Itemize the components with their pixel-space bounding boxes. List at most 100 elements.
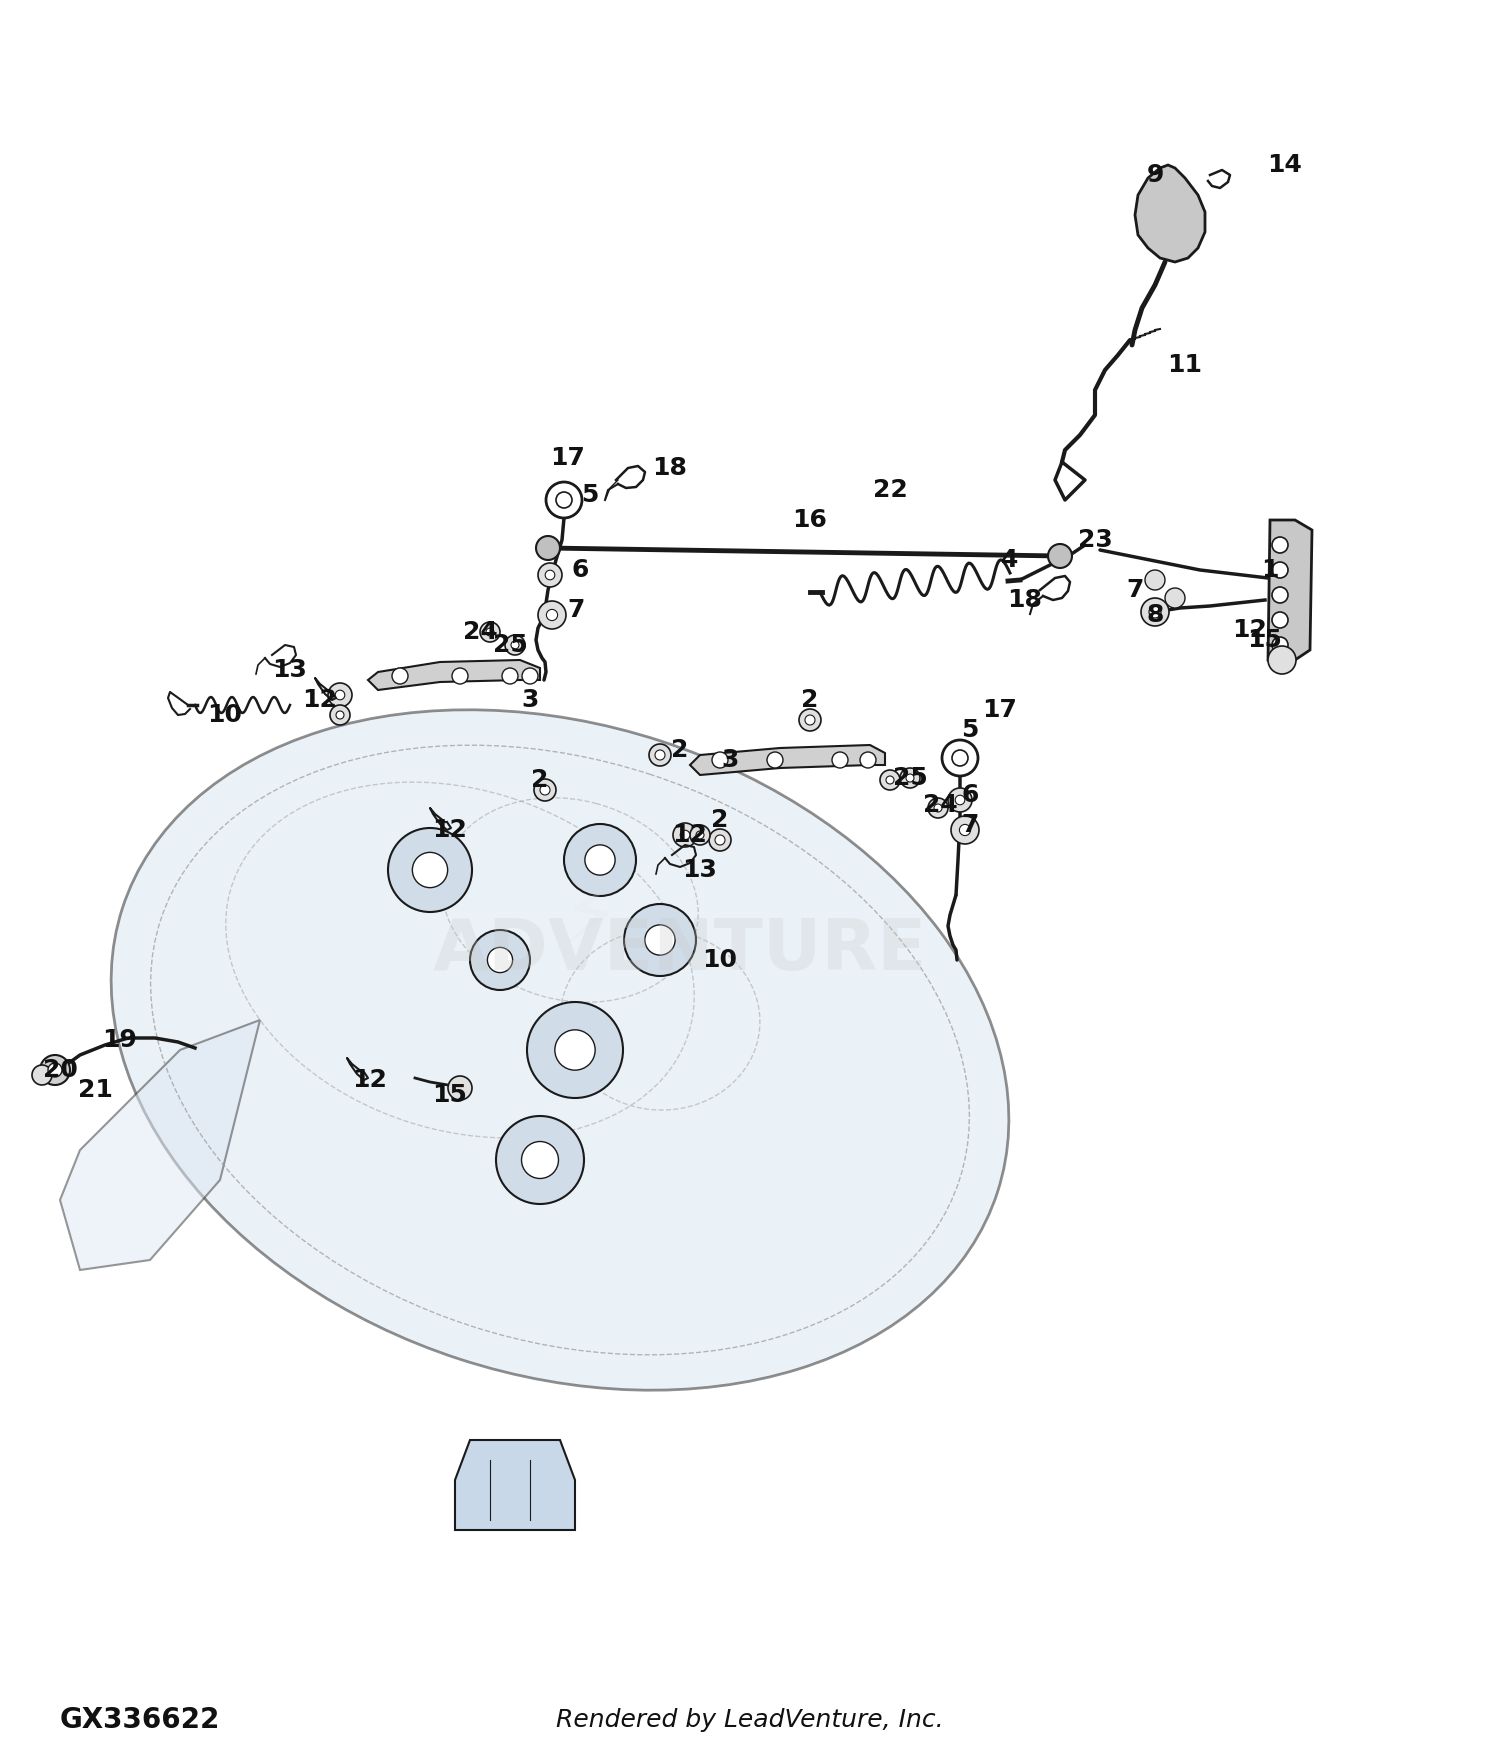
Circle shape	[40, 1055, 70, 1085]
Ellipse shape	[111, 710, 1010, 1390]
Circle shape	[538, 600, 566, 628]
Circle shape	[1144, 570, 1166, 590]
Text: 2: 2	[531, 768, 549, 793]
Text: 7: 7	[962, 814, 978, 836]
Text: 10: 10	[702, 949, 738, 971]
Circle shape	[536, 536, 560, 560]
Circle shape	[506, 635, 525, 654]
Circle shape	[522, 668, 538, 684]
Text: 18: 18	[1008, 588, 1042, 612]
Text: 17: 17	[982, 698, 1017, 723]
Circle shape	[674, 822, 698, 847]
Circle shape	[538, 564, 562, 586]
Circle shape	[1272, 562, 1288, 578]
Circle shape	[712, 752, 728, 768]
Circle shape	[585, 845, 615, 875]
Text: 12: 12	[303, 688, 338, 712]
Circle shape	[470, 929, 530, 990]
Text: 13: 13	[682, 858, 717, 882]
Circle shape	[951, 816, 980, 843]
Circle shape	[624, 905, 696, 976]
Circle shape	[956, 794, 964, 805]
Circle shape	[540, 786, 550, 794]
Polygon shape	[690, 746, 885, 775]
Circle shape	[336, 710, 344, 719]
Circle shape	[886, 775, 894, 784]
Text: 12: 12	[432, 817, 468, 842]
Circle shape	[952, 751, 968, 766]
Text: 5: 5	[582, 483, 598, 508]
Circle shape	[716, 835, 724, 845]
Circle shape	[388, 828, 472, 912]
Text: 6: 6	[962, 782, 978, 807]
Circle shape	[480, 621, 500, 642]
Circle shape	[1149, 606, 1161, 618]
Text: ADVENTURE: ADVENTURE	[432, 915, 927, 985]
Text: 1: 1	[1262, 558, 1278, 583]
Circle shape	[1272, 586, 1288, 604]
Circle shape	[710, 830, 730, 850]
Text: 7: 7	[567, 598, 585, 621]
Circle shape	[522, 1141, 558, 1178]
Circle shape	[413, 852, 447, 887]
Circle shape	[696, 831, 703, 838]
Text: 8: 8	[1146, 604, 1164, 626]
Polygon shape	[1136, 164, 1204, 262]
Circle shape	[928, 798, 948, 817]
Text: 22: 22	[873, 478, 907, 502]
Circle shape	[1272, 637, 1288, 653]
Circle shape	[32, 1066, 53, 1085]
Circle shape	[503, 668, 518, 684]
Circle shape	[546, 609, 558, 621]
Circle shape	[392, 668, 408, 684]
Circle shape	[334, 690, 345, 700]
Text: 12: 12	[352, 1068, 387, 1092]
Circle shape	[546, 481, 582, 518]
Circle shape	[645, 926, 675, 956]
Text: 14: 14	[1268, 152, 1302, 177]
Text: Rendered by LeadVenture, Inc.: Rendered by LeadVenture, Inc.	[556, 1708, 944, 1732]
Circle shape	[1166, 588, 1185, 607]
Circle shape	[934, 803, 942, 812]
Circle shape	[544, 570, 555, 579]
Text: 4: 4	[1002, 548, 1019, 572]
Text: GX336622: GX336622	[60, 1706, 220, 1734]
Circle shape	[766, 752, 783, 768]
Circle shape	[859, 752, 876, 768]
Circle shape	[800, 709, 820, 731]
Circle shape	[1272, 537, 1288, 553]
Circle shape	[656, 751, 664, 760]
Text: 5: 5	[962, 718, 978, 742]
Circle shape	[496, 1116, 584, 1204]
Circle shape	[1272, 612, 1288, 628]
Text: 20: 20	[42, 1059, 78, 1082]
Circle shape	[690, 824, 709, 845]
Text: 13: 13	[273, 658, 308, 682]
Text: 24: 24	[462, 620, 498, 644]
Text: 3: 3	[722, 747, 738, 772]
Circle shape	[486, 628, 494, 635]
Text: 23: 23	[1077, 528, 1113, 551]
Text: 16: 16	[792, 507, 828, 532]
Text: 15: 15	[432, 1083, 468, 1108]
Circle shape	[328, 682, 352, 707]
Text: 11: 11	[1167, 354, 1203, 376]
Text: 12: 12	[1233, 618, 1268, 642]
Circle shape	[942, 740, 978, 775]
Text: 18: 18	[652, 457, 687, 480]
Circle shape	[948, 788, 972, 812]
Circle shape	[555, 1029, 596, 1071]
Text: 2: 2	[711, 808, 729, 831]
Polygon shape	[60, 1020, 260, 1270]
Circle shape	[833, 752, 848, 768]
Text: 17: 17	[550, 446, 585, 471]
Circle shape	[452, 668, 468, 684]
Text: ⚡: ⚡	[561, 880, 620, 961]
Polygon shape	[1268, 520, 1312, 660]
Text: 15: 15	[1248, 628, 1282, 653]
Text: 24: 24	[922, 793, 957, 817]
Circle shape	[48, 1062, 62, 1076]
Circle shape	[564, 824, 636, 896]
Circle shape	[680, 830, 690, 840]
Polygon shape	[454, 1440, 574, 1530]
